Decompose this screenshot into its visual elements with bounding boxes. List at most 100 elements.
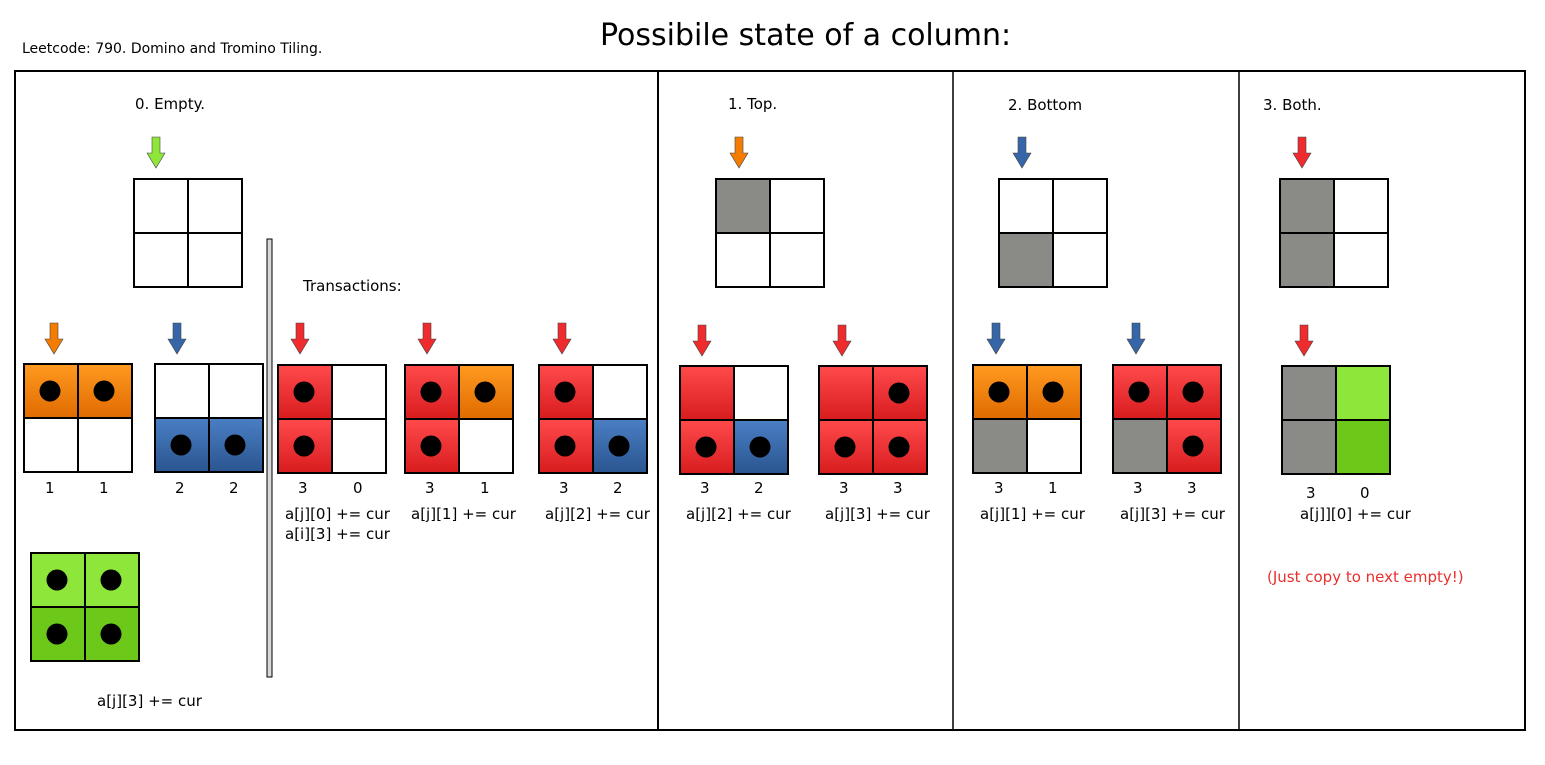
panel-empty-heading: 0. Empty. — [135, 95, 206, 113]
tile-cell — [1052, 178, 1108, 234]
tile-cell — [1281, 365, 1337, 421]
tile-number: 2 — [613, 479, 623, 497]
tile-dot — [293, 381, 315, 403]
option-red-vertical — [277, 364, 387, 474]
green-arrow-icon — [146, 136, 166, 169]
tile-number: 1 — [1048, 479, 1058, 497]
tile-dot — [888, 436, 910, 458]
formula: a[j][3] += cur — [97, 692, 202, 710]
tile-number: 2 — [229, 479, 239, 497]
tile-dot — [888, 382, 910, 404]
tile-cell — [1026, 418, 1082, 474]
state-top-tile — [715, 178, 825, 288]
tile-dot — [420, 435, 442, 457]
tile-number: 1 — [99, 479, 109, 497]
formula: a[j][3] += cur — [1120, 505, 1225, 523]
tile-dot — [100, 569, 122, 591]
state-both-tile — [1279, 178, 1389, 288]
option-red-blue — [538, 364, 648, 474]
red-arrow-icon — [417, 322, 437, 355]
tile-cell — [187, 178, 243, 234]
tile-cell — [458, 418, 514, 474]
option-red-orange — [404, 364, 514, 474]
tile-cell — [154, 363, 210, 419]
tile-cell — [331, 364, 387, 420]
blue-arrow-icon — [986, 322, 1006, 355]
tile-cell — [208, 363, 264, 419]
tile-number: 3 — [425, 479, 435, 497]
arrows-layer — [44, 136, 1314, 357]
formula: a[j]][0] += cur — [1300, 505, 1411, 523]
tile-dot — [224, 434, 246, 456]
orange-arrow-icon — [729, 136, 749, 169]
option-green-square — [30, 552, 140, 662]
tile-dot — [695, 436, 717, 458]
tile-cell — [187, 232, 243, 288]
tile-cell — [592, 364, 648, 420]
tile-cell — [1281, 419, 1337, 475]
state-bottom-tile — [998, 178, 1108, 288]
tile-cell — [133, 232, 189, 288]
tile-dot — [1182, 381, 1204, 403]
tile-number: 3 — [1187, 479, 1197, 497]
tile-number: 3 — [893, 479, 903, 497]
page-subtitle: Leetcode: 790. Domino and Tromino Tiling… — [22, 41, 323, 57]
tile-cell — [818, 365, 874, 421]
bottom-option-2 — [1112, 364, 1222, 474]
red-arrow-icon — [290, 322, 310, 355]
both-option — [1281, 365, 1391, 475]
tile-cell — [715, 232, 771, 288]
tile-dot — [474, 381, 496, 403]
tile-dot — [170, 434, 192, 456]
top-option-1 — [679, 365, 789, 475]
tile-cell — [1112, 418, 1168, 474]
tile-dot — [988, 381, 1010, 403]
transactions-label: Transactions: — [303, 277, 402, 295]
tile-cell — [679, 365, 735, 421]
tile-cell — [715, 178, 771, 234]
tile-cell — [1333, 232, 1389, 288]
tile-number: 1 — [480, 479, 490, 497]
tile-cell — [733, 365, 789, 421]
option-orange-domino — [23, 363, 133, 473]
blue-arrow-icon — [1126, 322, 1146, 355]
tile-dot — [749, 436, 771, 458]
tile-number: 2 — [175, 479, 185, 497]
tile-cell — [77, 417, 133, 473]
panel-both-heading: 3. Both. — [1263, 96, 1322, 114]
tile-dot — [1182, 435, 1204, 457]
formula: a[i][3] += cur — [285, 525, 390, 543]
tile-cell — [872, 419, 928, 475]
tile-cell — [1279, 178, 1335, 234]
tile-dot — [39, 380, 61, 402]
tile-cell — [998, 178, 1054, 234]
blue-arrow-icon — [1012, 136, 1032, 169]
tile-cell — [1166, 364, 1222, 420]
outer-frame — [14, 70, 1526, 731]
formula: a[j][1] += cur — [980, 505, 1085, 523]
tile-cell — [133, 178, 189, 234]
formula: a[j][2] += cur — [686, 505, 791, 523]
tile-cell — [769, 232, 825, 288]
tile-cell — [1333, 178, 1389, 234]
red-arrow-icon — [832, 324, 852, 357]
panel-top-heading: 1. Top. — [728, 95, 778, 113]
formula: a[j][3] += cur — [825, 505, 930, 523]
option-blue-domino — [154, 363, 264, 473]
red-arrow-icon — [1294, 324, 1314, 357]
tile-number: 3 — [559, 479, 569, 497]
tiles-layer — [23, 178, 1391, 662]
red-arrow-icon — [1292, 136, 1312, 169]
tile-number: 3 — [994, 479, 1004, 497]
orange-arrow-icon — [44, 322, 64, 355]
tile-dot — [100, 623, 122, 645]
transactions-separator — [266, 238, 273, 678]
tile-cell — [998, 232, 1054, 288]
tile-dot — [1042, 381, 1064, 403]
tile-number: 0 — [353, 479, 363, 497]
tile-cell — [23, 417, 79, 473]
formula: a[j][2] += cur — [545, 505, 650, 523]
tile-dot — [46, 623, 68, 645]
copy-note: (Just copy to next empty!) — [1267, 568, 1464, 586]
